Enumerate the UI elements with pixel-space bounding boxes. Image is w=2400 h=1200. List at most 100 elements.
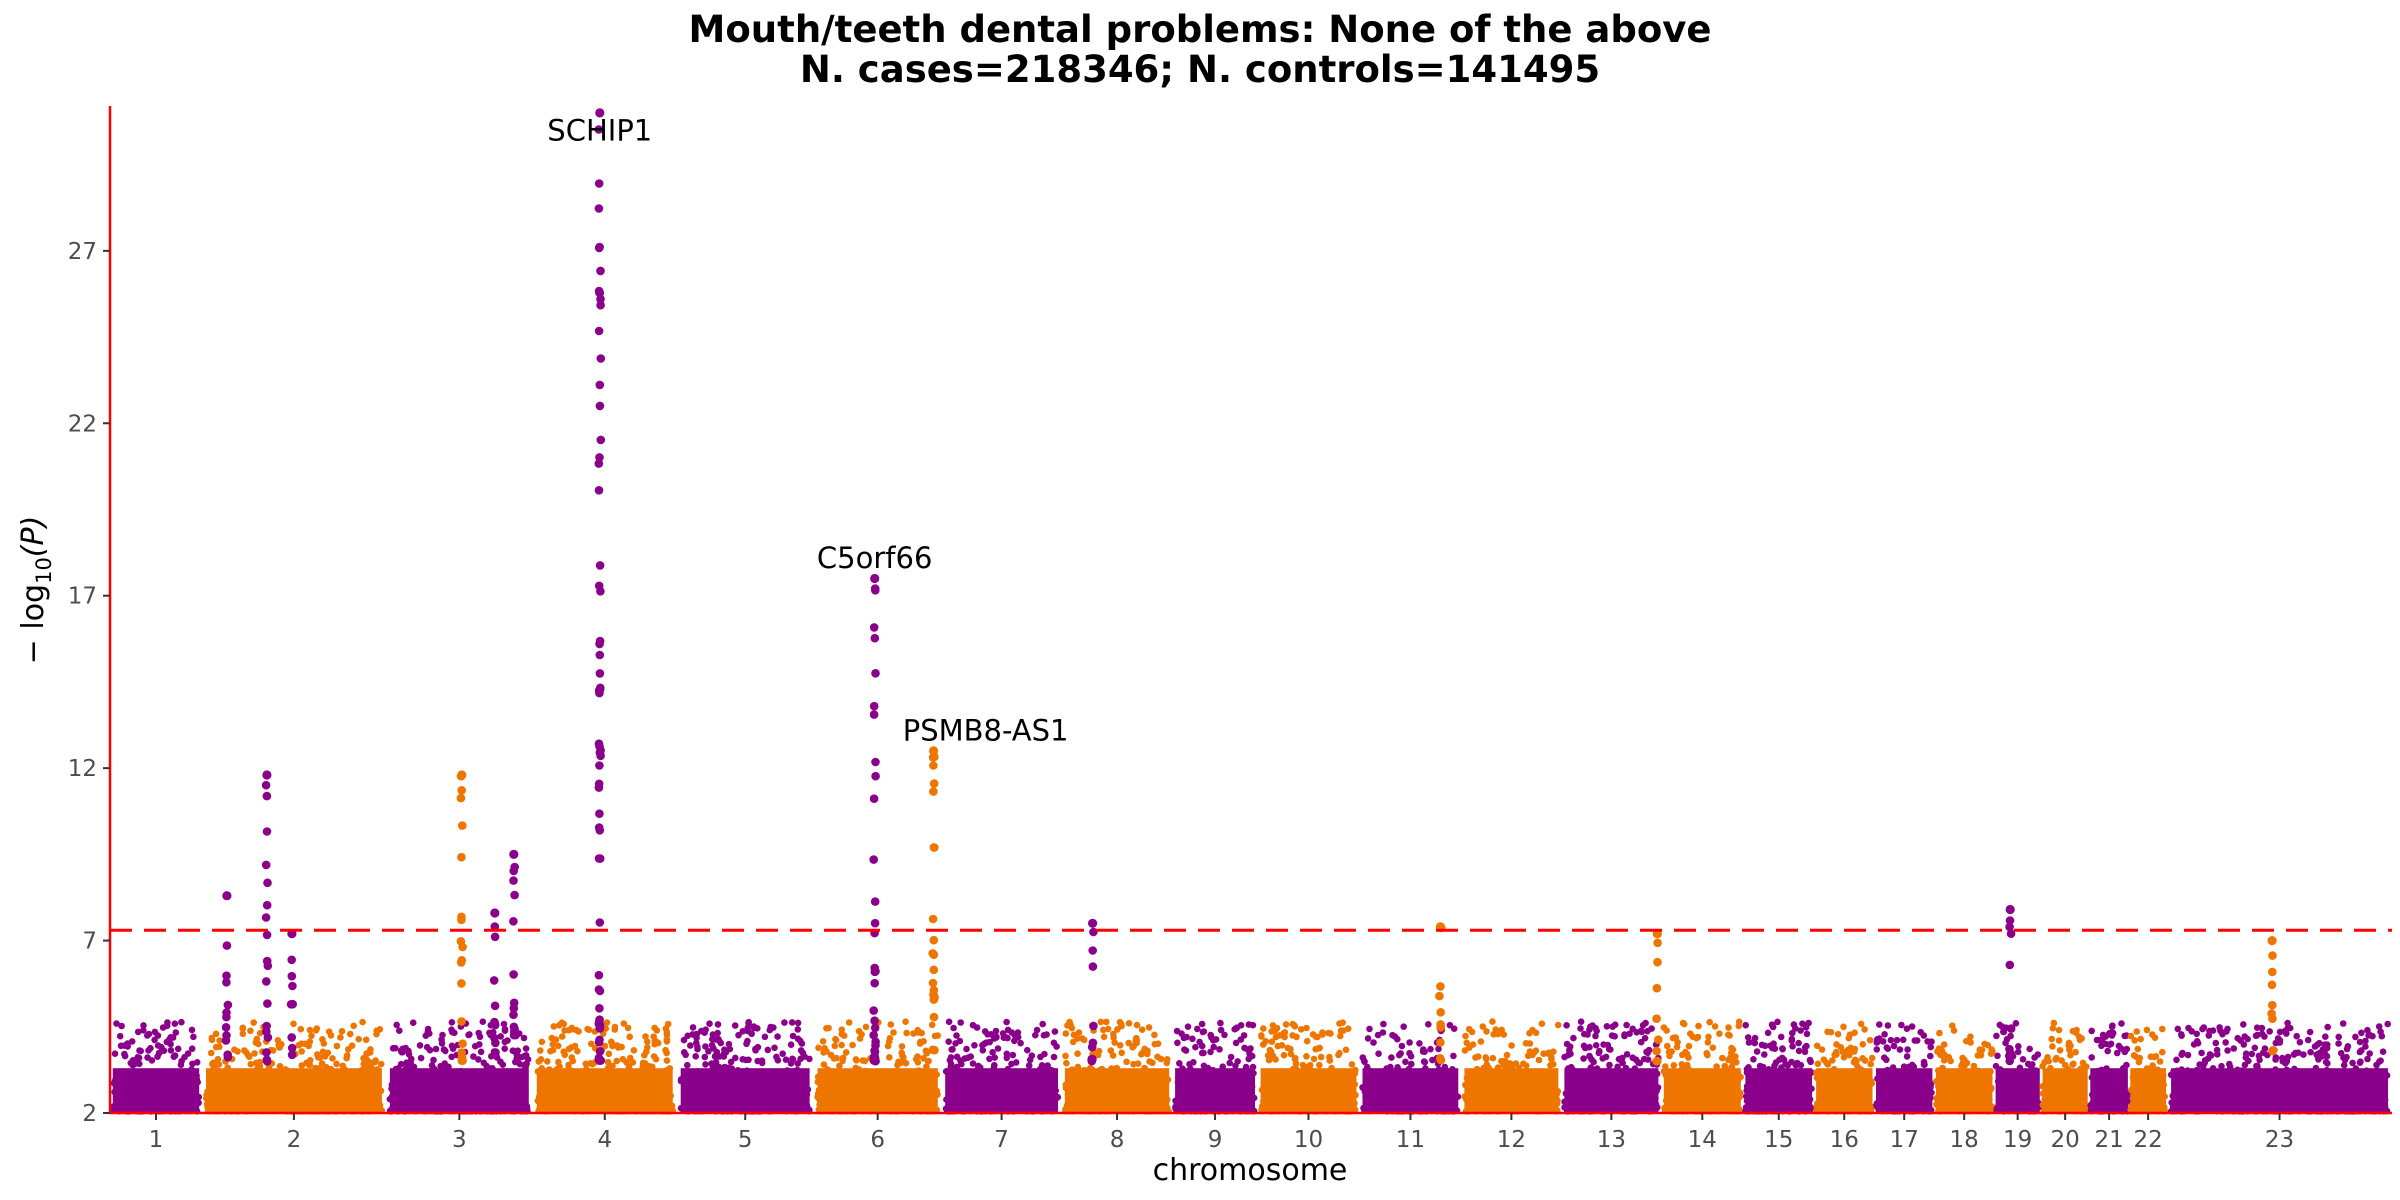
- data-point: [1670, 1062, 1678, 1069]
- data-point: [1000, 1034, 1008, 1041]
- data-point: [794, 1026, 802, 1033]
- data-point: [1396, 1051, 1403, 1059]
- data-point: [1498, 1026, 1505, 1034]
- data-point: [254, 1040, 262, 1048]
- data-point: [275, 1041, 282, 1049]
- data-point: [1840, 1054, 1848, 1061]
- data-point: [520, 1034, 528, 1042]
- data-point: [1735, 1018, 1743, 1026]
- data-point: [1959, 1054, 1966, 1062]
- data-point: [680, 1036, 688, 1044]
- data-point: [1097, 1018, 1105, 1026]
- data-point: [251, 1050, 258, 1057]
- data-point: [815, 1044, 822, 1052]
- data-point: [501, 1045, 509, 1052]
- data-point: [2019, 1056, 2027, 1063]
- data-point: [1212, 1036, 1220, 1043]
- data-point: [1123, 1058, 1130, 1066]
- data-point: [1489, 1054, 1497, 1062]
- data-point: [1899, 1036, 1907, 1044]
- data-point: [928, 1021, 936, 1029]
- chromosome-17-points: [1873, 1021, 1935, 1115]
- chromosome-12-band: [1464, 1068, 1559, 1113]
- data-point: [1974, 1052, 1982, 1059]
- data-point: [111, 1050, 119, 1057]
- data-point: [1581, 1030, 1588, 1038]
- data-point: [346, 1030, 354, 1038]
- data-point: [1138, 1026, 1146, 1033]
- data-point: [727, 1058, 735, 1066]
- data-point: [1303, 1053, 1310, 1060]
- data-point: [417, 1054, 425, 1062]
- data-point: [178, 1018, 185, 1026]
- data-point: [1806, 1056, 1814, 1064]
- data-point: [333, 1060, 340, 1068]
- data-point: [770, 1024, 777, 1031]
- data-point: [1041, 1050, 1048, 1058]
- data-point: [798, 1040, 806, 1047]
- chromosome-19-points: [1992, 1020, 2043, 1115]
- data-point: [1645, 1046, 1653, 1054]
- data-point: [140, 1027, 147, 1034]
- data-point: [1719, 1054, 1726, 1062]
- data-point: [981, 1028, 989, 1035]
- data-point: [163, 1038, 171, 1046]
- data-point: [1483, 1028, 1490, 1035]
- data-point: [1003, 1050, 1011, 1058]
- data-point: [550, 1023, 558, 1030]
- data-point: [744, 1024, 751, 1032]
- data-point: [1336, 1020, 1343, 1027]
- data-point: [1716, 1030, 1723, 1037]
- data-point: [1133, 1021, 1141, 1029]
- data-point: [136, 1060, 143, 1068]
- data-point: [538, 1038, 546, 1046]
- data-point: [1797, 1027, 1804, 1034]
- data-point: [548, 1034, 556, 1042]
- data-point: [399, 1045, 406, 1053]
- data-points: [110, 1018, 2391, 1115]
- data-point: [732, 1054, 739, 1062]
- data-point: [1834, 1030, 1842, 1038]
- data-point: [396, 1027, 403, 1034]
- data-point: [684, 1061, 691, 1069]
- data-point: [589, 1060, 596, 1068]
- data-point: [619, 1055, 627, 1063]
- data-point: [1196, 1038, 1203, 1046]
- data-point: [128, 1038, 136, 1045]
- data-point: [1711, 1023, 1719, 1030]
- data-point: [845, 1019, 853, 1026]
- data-point: [779, 1050, 786, 1057]
- data-point: [971, 1042, 978, 1049]
- data-point: [171, 1020, 179, 1027]
- chromosome-6-band: [817, 1068, 938, 1113]
- data-point: [276, 1062, 284, 1070]
- data-point: [1522, 1040, 1530, 1047]
- data-point: [174, 1045, 182, 1053]
- data-point: [684, 1032, 691, 1040]
- chart-title: Mouth/teeth dental problems: None of the…: [689, 8, 1712, 51]
- data-point: [1673, 1043, 1681, 1051]
- data-point: [1904, 1046, 1911, 1053]
- data-point: [1789, 1043, 1796, 1050]
- data-point: [608, 1040, 616, 1048]
- data-point: [1777, 1033, 1785, 1041]
- data-point: [950, 1024, 957, 1032]
- data-point: [549, 1040, 557, 1048]
- data-point: [1181, 1046, 1188, 1053]
- data-point: [393, 1021, 401, 1029]
- data-point: [992, 1027, 1000, 1035]
- data-point: [470, 1053, 477, 1060]
- data-point: [1629, 1025, 1636, 1033]
- data-point: [1685, 1042, 1693, 1050]
- data-point: [1682, 1048, 1689, 1056]
- data-point: [1790, 1021, 1798, 1028]
- data-point: [246, 1053, 253, 1060]
- data-point: [1705, 1033, 1712, 1041]
- data-point: [549, 1046, 557, 1054]
- data-point: [1641, 1055, 1648, 1063]
- data-point: [588, 1040, 595, 1048]
- data-point: [1184, 1023, 1192, 1030]
- data-point: [1602, 1053, 1610, 1061]
- data-point: [989, 1049, 996, 1056]
